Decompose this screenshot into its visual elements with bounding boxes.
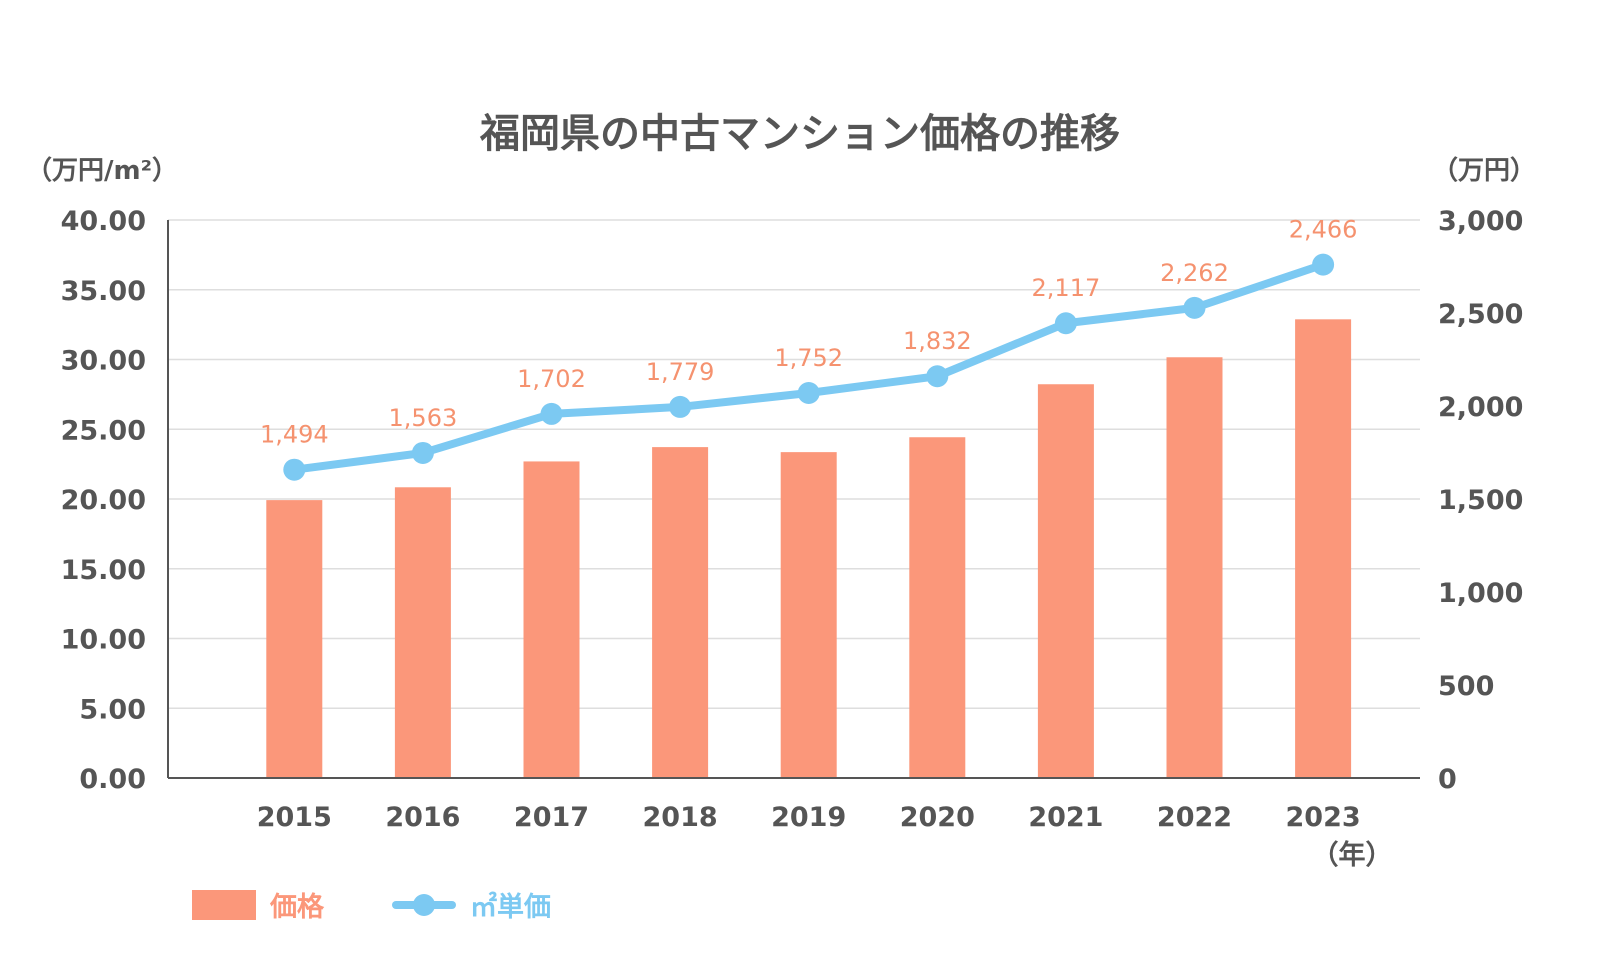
bar [523, 461, 580, 778]
right-tick-label: 2,500 [1438, 299, 1523, 330]
bar [652, 447, 709, 778]
chart-title: 福岡県の中古マンション価格の推移 [479, 111, 1120, 157]
line-point [411, 441, 434, 464]
line-point [540, 402, 563, 425]
legend-line-marker [413, 894, 435, 916]
data-label: 2,466 [1289, 216, 1358, 244]
left-tick-label: 20.00 [61, 485, 146, 516]
x-axis-unit: （年） [1312, 839, 1393, 871]
data-label: 1,563 [389, 404, 458, 432]
bar [1037, 384, 1094, 778]
right-tick-label: 1,500 [1438, 485, 1523, 516]
left-tick-label: 10.00 [61, 625, 146, 656]
x-tick-label: 2021 [1028, 802, 1103, 833]
data-label: 1,494 [260, 421, 329, 449]
legend-bar-label: 価格 [269, 892, 325, 923]
line-point [797, 381, 820, 404]
x-tick-label: 2023 [1286, 802, 1361, 833]
axes [167, 220, 1420, 779]
right-tick-label: 3,000 [1438, 206, 1523, 237]
x-tick-label: 2015 [257, 802, 332, 833]
line-point [669, 395, 692, 418]
x-tick-label: 2022 [1157, 802, 1232, 833]
left-tick-label: 30.00 [61, 346, 146, 377]
x-tick-label: 2016 [385, 802, 460, 833]
left-tick-label: 35.00 [61, 276, 146, 307]
bar [1166, 357, 1223, 778]
tick-labels: 0.00 5.00 10.00 15.00 20.00 25.00 30.00 35.00 40… [61, 206, 1524, 833]
data-labels: 1,494 1,563 1,702 1,779 1,752 1,832 2,117 2,262… [260, 216, 1358, 449]
line-point [1054, 312, 1077, 335]
left-tick-label: 0.00 [79, 764, 146, 795]
legend-bar-swatch [192, 890, 256, 920]
data-label: 1,752 [774, 344, 843, 372]
bar-series [266, 319, 1352, 778]
legend: 価格 ㎡単価 [192, 890, 551, 923]
line-point [926, 365, 949, 388]
x-tick-label: 2019 [771, 802, 846, 833]
bar [1295, 319, 1352, 778]
bar [394, 487, 451, 778]
bar [909, 437, 966, 778]
data-label: 2,262 [1160, 259, 1229, 287]
line-point [1312, 253, 1335, 276]
left-axis-unit: （万円/m²） [26, 156, 178, 186]
data-label: 1,832 [903, 327, 972, 355]
left-tick-label: 15.00 [61, 555, 146, 586]
x-tick-label: 2017 [514, 802, 589, 833]
data-label: 1,702 [517, 365, 586, 393]
data-label: 2,117 [1032, 274, 1101, 302]
line-series [283, 253, 1335, 481]
left-tick-label: 40.00 [61, 206, 146, 237]
right-tick-label: 1,000 [1438, 578, 1523, 609]
legend-line-label: ㎡単価 [470, 891, 551, 923]
line-point [1183, 296, 1206, 319]
x-tick-label: 2018 [643, 802, 718, 833]
bar [266, 500, 323, 778]
line-point [283, 458, 306, 481]
left-tick-label: 25.00 [61, 415, 146, 446]
right-tick-label: 500 [1438, 671, 1494, 702]
bar [780, 452, 837, 778]
right-axis-unit: （万円） [1432, 156, 1536, 186]
left-tick-label: 5.00 [79, 694, 146, 725]
right-tick-label: 2,000 [1438, 392, 1523, 423]
right-tick-label: 0 [1438, 764, 1457, 795]
data-label: 1,779 [646, 358, 715, 386]
x-tick-label: 2020 [900, 802, 975, 833]
